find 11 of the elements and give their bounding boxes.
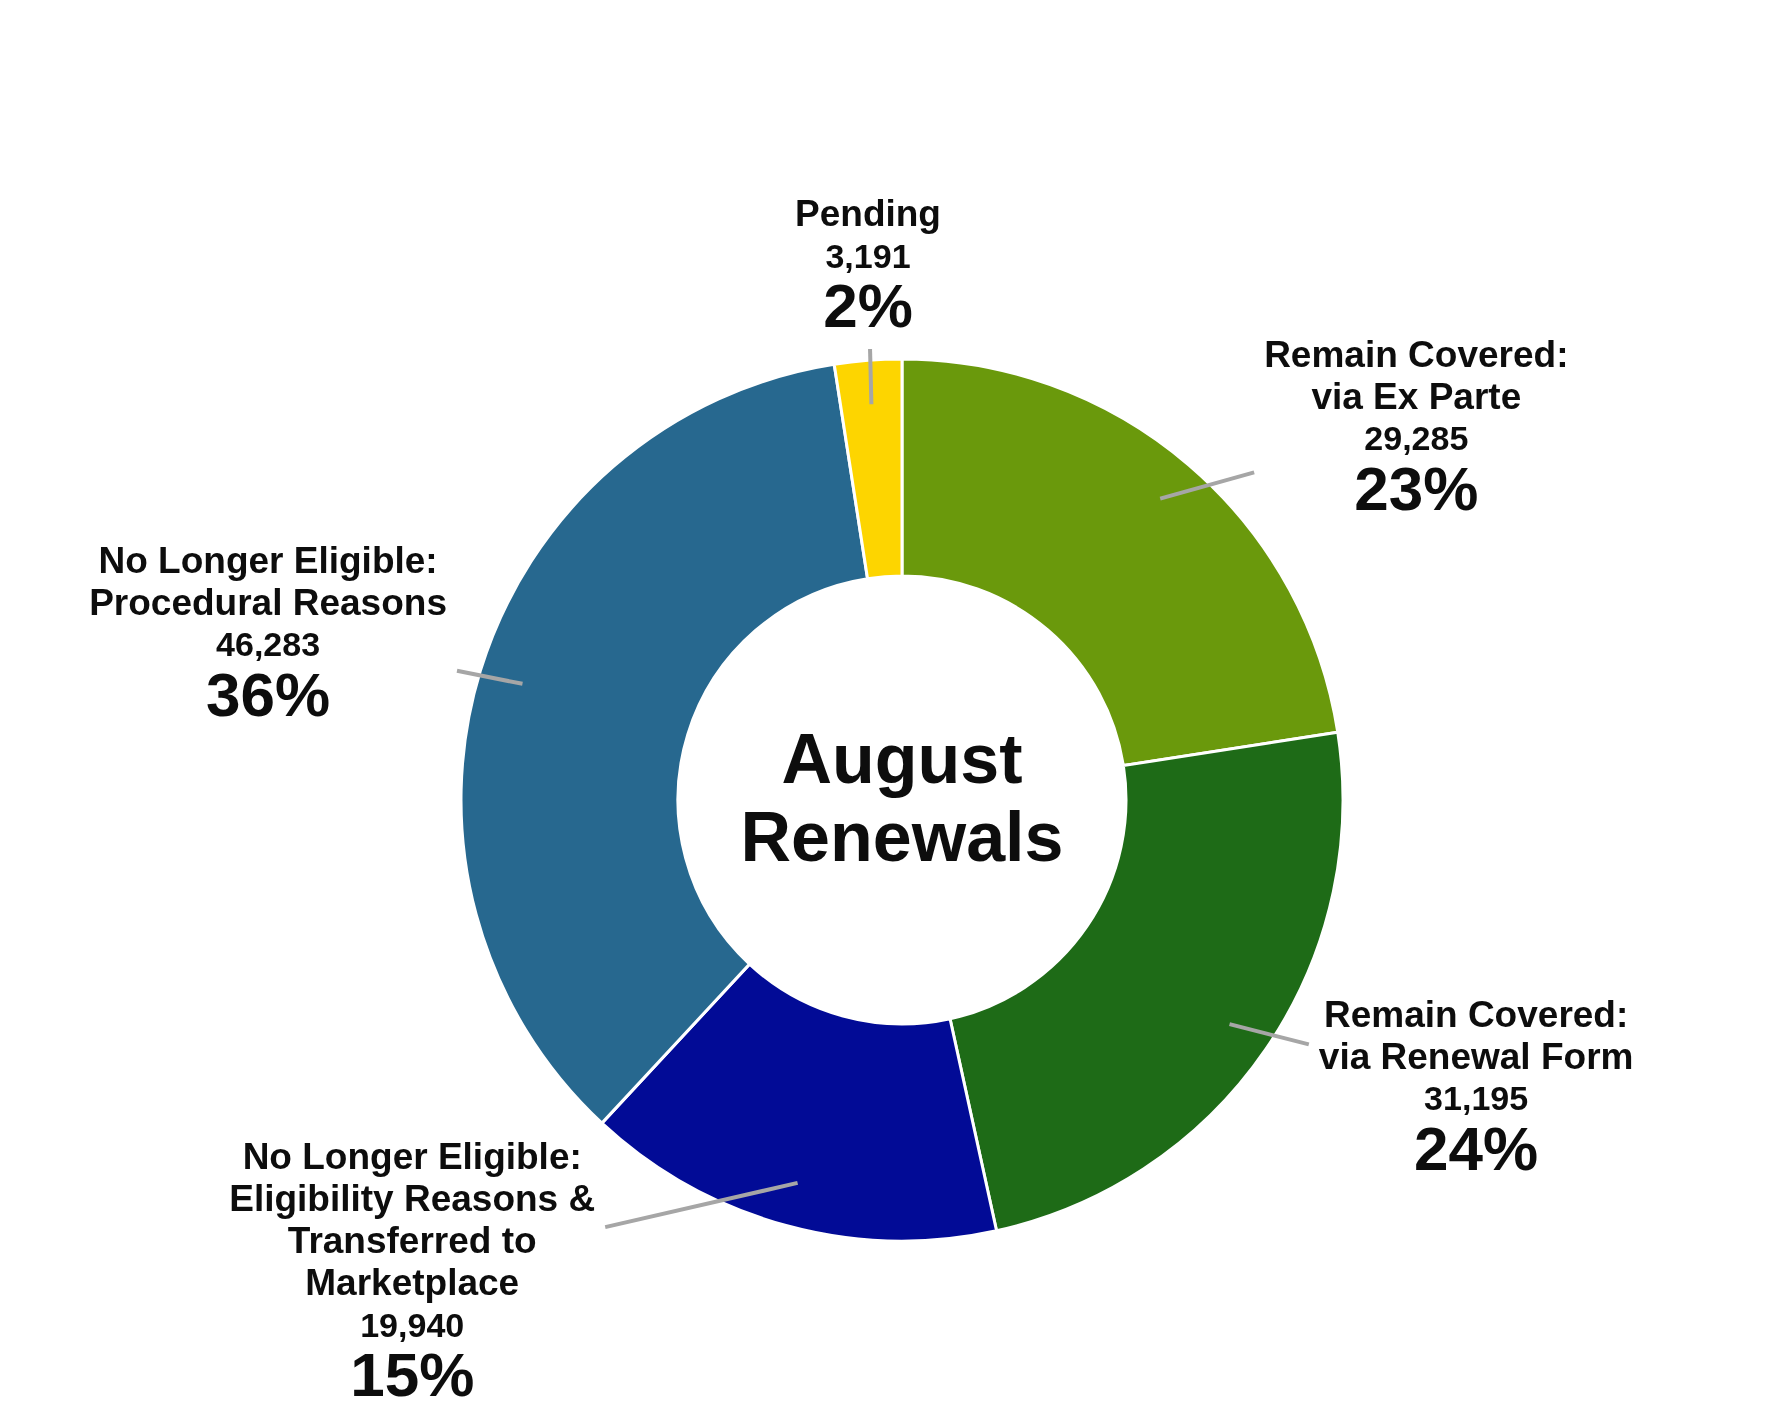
data-label: 19,940 15% <box>350 1305 475 1410</box>
slice-label: Remain Covered: via Ex Parte <box>1264 334 1569 418</box>
slice-label: No Longer Eligible: Procedural Reasons <box>89 540 447 624</box>
slice-label: Pending <box>795 193 941 235</box>
data-label: 3,191 2% <box>823 236 913 341</box>
data-label: 31,195 24% <box>1414 1079 1539 1183</box>
data-label: 29,285 23% <box>1354 419 1479 524</box>
slice-label: Remain Covered: via Renewal Form <box>1318 993 1634 1077</box>
text: August Renewals <box>740 719 1064 876</box>
slice-label: No Longer Eligible: Eligibility Reasons & Transferred to Marketplace <box>229 1136 596 1304</box>
data-label: 46,283 36% <box>206 625 331 730</box>
